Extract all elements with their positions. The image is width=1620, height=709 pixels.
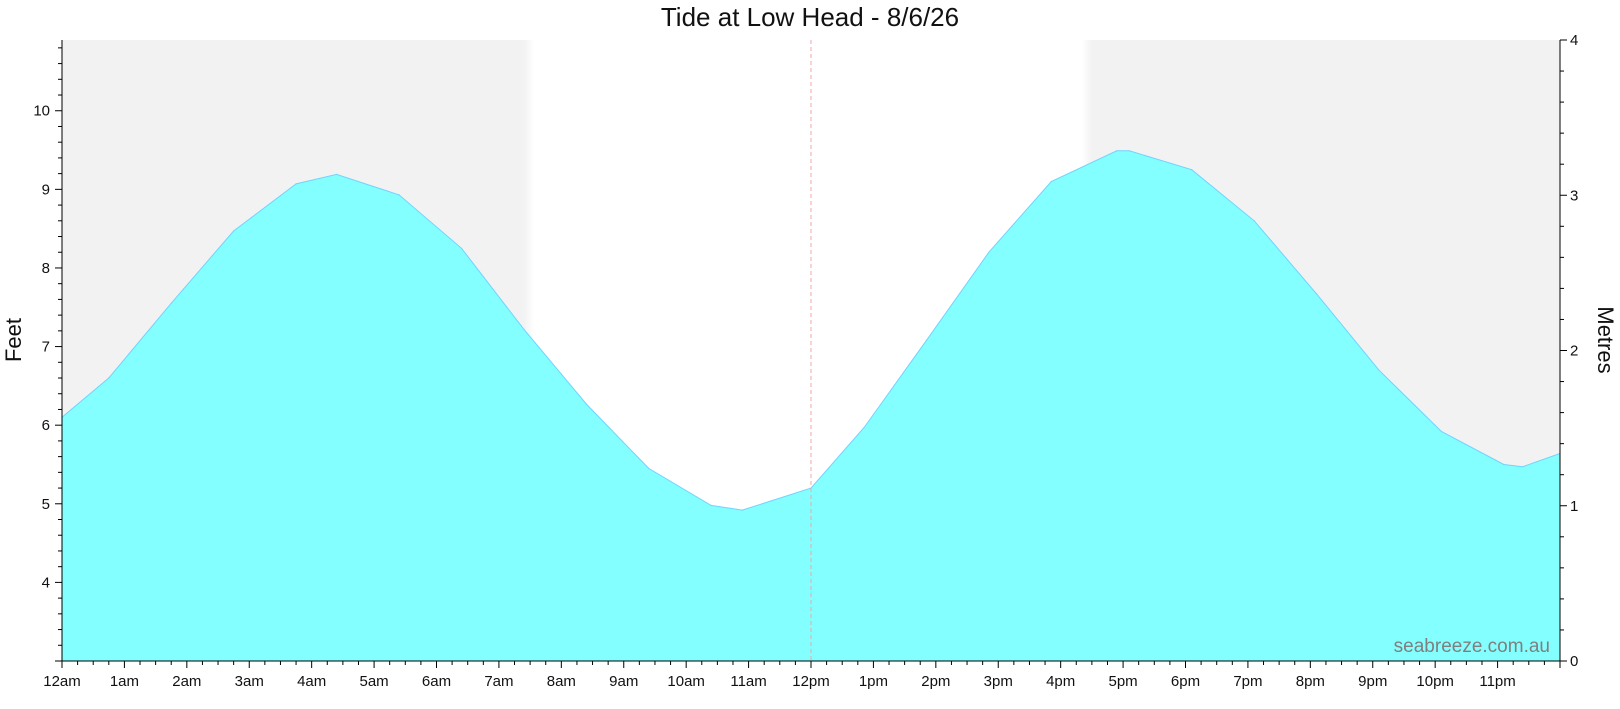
y-left-tick-label: 5 [42,496,50,513]
tide-line [61,150,1561,511]
x-tick-label: 1pm [859,673,888,690]
tide-point [336,173,338,175]
y-right-tick-label: 4 [1570,32,1578,49]
y-right-tick-label: 0 [1570,653,1578,670]
tick-layer: 12am 1am 2am 3am 4am 5am 6am 7am 8am 9am 10am 11am 1… [33,32,1578,690]
tide-point [1316,293,1318,295]
tide-point [1503,463,1505,466]
x-tick-label: 8pm [1296,673,1325,690]
x-tick-label: 12am [43,673,81,690]
x-tick-label: 10pm [1416,673,1454,690]
tide-point [741,509,743,511]
y-left-tick-label: 9 [42,181,50,198]
x-tick-label: 7pm [1233,673,1262,690]
tide-point [460,247,463,249]
y-right-tick-label: 1 [1570,498,1578,515]
tide-area-layer [61,150,1561,662]
watermark-text: seabreeze.com.au [1394,636,1550,657]
x-tick-label: 5am [359,673,388,690]
x-tick-label: 4pm [1046,673,1075,690]
x-tick-label: 3pm [984,673,1013,690]
tide-point [398,194,400,196]
y-right-tick-label: 2 [1570,343,1578,360]
tide-point [295,183,297,185]
tide-point [108,377,110,379]
tide-point [233,230,235,232]
x-tick-label: 7am [484,673,513,690]
x-tick-label: 12pm [792,673,830,690]
x-tick-label: 9am [609,673,638,690]
x-tick-label: 11pm [1479,673,1515,690]
tide-area [62,150,1560,662]
tide-point [1050,180,1052,183]
x-tick-label: 6pm [1171,673,1200,690]
x-tick-label: 2am [172,673,201,690]
tide-point [1116,150,1118,152]
x-tick-label: 6am [422,673,451,690]
tide-point [585,403,587,405]
x-tick-label: 3am [235,673,264,690]
y-left-tick-label: 8 [42,260,50,277]
y-right-tick-label: 3 [1570,187,1578,204]
right-axis-title: Metres [1593,306,1618,373]
x-tick-label: 10am [667,673,705,690]
tide-point [170,302,172,304]
tide-point [1378,369,1380,371]
chart-title: Tide at Low Head - 8/6/26 [661,2,959,32]
x-tick-label: 1am [110,673,139,690]
tide-point [1128,150,1130,152]
tide-point [925,339,928,341]
tide-point [1440,430,1442,433]
y-left-tick-label: 7 [42,339,50,356]
tide-point [1191,169,1193,171]
tide-point [1253,220,1255,222]
tide-point [1521,466,1524,468]
y-left-tick-label: 6 [42,417,50,434]
y-left-tick-label: 10 [33,103,50,120]
left-axis-title: Feet [1,318,26,362]
x-tick-label: 5pm [1108,673,1137,690]
x-tick-label: 2pm [921,673,950,690]
tide-point [523,328,525,330]
tide-point [863,426,865,429]
tide-point [710,504,712,506]
x-tick-label: 9pm [1358,673,1387,690]
tide-point [648,467,650,469]
x-tick-label: 11am [730,673,766,690]
x-tick-label: 4am [297,673,326,690]
tide-point [988,251,990,253]
y-left-tick-label: 4 [42,574,50,591]
x-tick-label: 8am [547,673,576,690]
